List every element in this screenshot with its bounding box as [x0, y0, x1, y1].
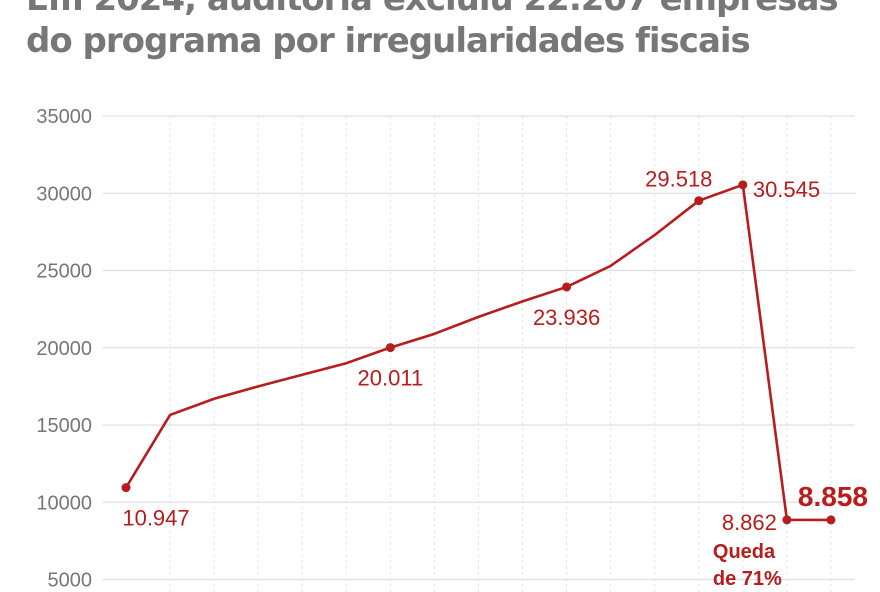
data-label: 20.011: [358, 366, 424, 391]
data-label: 30.545: [753, 177, 820, 202]
data-label: 23.936: [533, 305, 600, 330]
data-point: [121, 483, 131, 493]
data-label: 10.947: [122, 506, 189, 531]
chart-title: Em 2024, auditoria excluiu 22.207 empres…: [26, 0, 839, 62]
y-tick-label: 30000: [36, 183, 92, 205]
annotation-line-2: de 71%: [713, 568, 782, 590]
y-tick-label: 20000: [36, 338, 92, 360]
y-tick-label: 25000: [36, 261, 92, 283]
data-point: [826, 515, 836, 525]
data-point: [738, 180, 748, 190]
title-line-2: do programa por irregularidades fiscais: [26, 21, 751, 61]
y-tick-label: 10000: [36, 492, 92, 514]
y-tick-label: 15000: [36, 415, 92, 437]
y-tick-label: 5000: [48, 570, 93, 592]
data-label: 8.858: [798, 481, 868, 512]
data-point: [694, 196, 704, 206]
data-point: [562, 282, 572, 292]
data-point: [385, 343, 395, 353]
data-label: 8.862: [722, 510, 777, 535]
y-tick-label: 35000: [36, 106, 92, 128]
title-line-1: Em 2024, auditoria excluiu 22.207 empres…: [26, 0, 839, 19]
data-line: [124, 183, 831, 522]
annotation-line-1: Queda: [713, 541, 776, 563]
data-label: 29.518: [645, 167, 712, 192]
data-point: [782, 515, 792, 525]
